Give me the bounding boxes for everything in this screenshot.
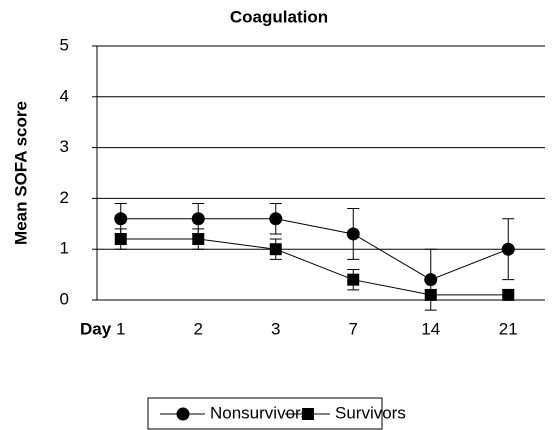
data-point xyxy=(501,242,515,256)
data-point xyxy=(424,273,438,287)
legend-marker xyxy=(302,408,314,420)
y-tick-label: 1 xyxy=(60,239,69,258)
data-point xyxy=(191,212,205,226)
legend-marker xyxy=(176,407,190,421)
y-axis-label: Mean SOFA score xyxy=(11,101,30,245)
data-point xyxy=(114,233,127,246)
data-point xyxy=(114,212,128,226)
x-tick-label: 7 xyxy=(349,319,358,338)
series-line xyxy=(120,218,509,281)
data-point xyxy=(502,288,515,301)
x-tick-label: 2 xyxy=(194,319,203,338)
y-tick-label: 2 xyxy=(60,188,69,207)
data-point xyxy=(347,273,360,286)
legend-label: Survivors xyxy=(335,403,406,422)
data-point xyxy=(424,288,437,301)
series-line xyxy=(120,238,509,296)
y-tick-label: 4 xyxy=(60,86,69,105)
x-axis-label: Day xyxy=(80,319,112,338)
x-tick-label: 3 xyxy=(271,319,280,338)
data-point xyxy=(192,233,205,246)
x-tick-label: 21 xyxy=(499,319,518,338)
data-point xyxy=(269,243,282,256)
x-tick-label: 1 xyxy=(116,319,125,338)
chart-title: Coagulation xyxy=(230,7,328,26)
legend-label: Nonsurvivors xyxy=(210,403,309,422)
x-tick-label: 14 xyxy=(421,319,440,338)
y-tick-label: 5 xyxy=(60,35,69,54)
y-tick-label: 0 xyxy=(60,289,69,308)
data-point xyxy=(269,212,283,226)
y-tick-label: 3 xyxy=(60,137,69,156)
data-point xyxy=(346,227,360,241)
